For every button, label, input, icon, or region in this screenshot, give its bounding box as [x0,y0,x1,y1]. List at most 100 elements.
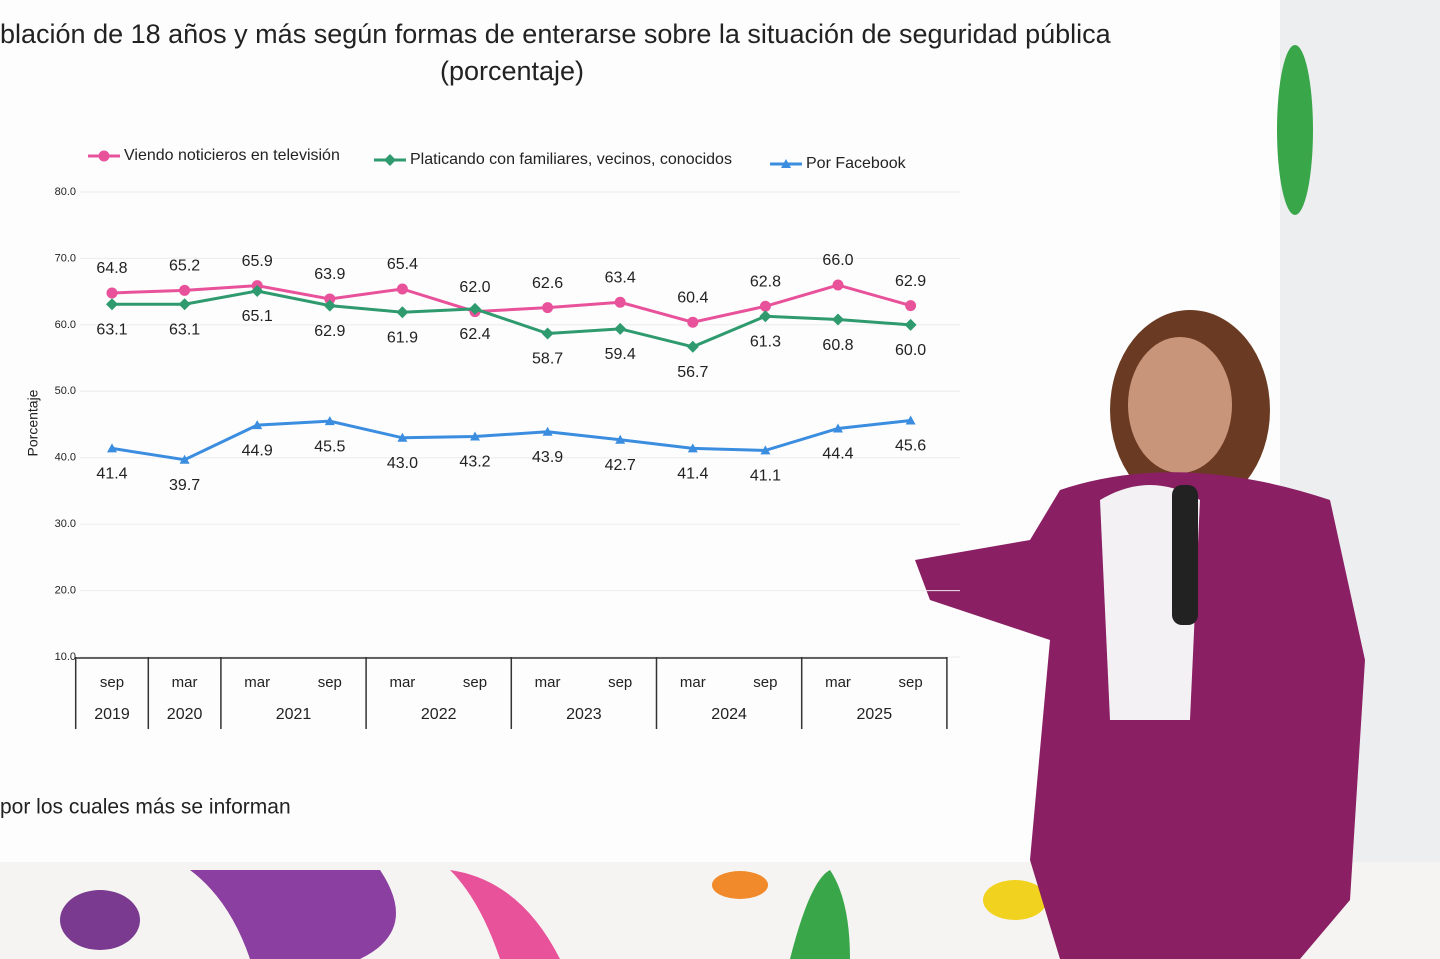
point [542,426,553,436]
presenter-face [1128,337,1232,473]
point [323,299,336,312]
data-label: 56.7 [677,364,708,381]
point [832,279,844,291]
point [614,322,627,335]
data-label: 41.4 [677,466,708,483]
point [252,420,263,430]
point [760,445,771,455]
series-line [111,419,911,462]
footnote: por los cuales más se informan [0,796,291,819]
data-label: 65.4 [387,256,418,273]
data-label: 60.8 [822,337,853,354]
data-label: 65.1 [242,308,273,325]
point [396,283,408,295]
y-tick-label: 10.0 [55,651,76,663]
data-label: 61.9 [387,329,418,346]
chart-subtitle: (porcentaje) [440,56,584,86]
data-label: 62.8 [750,273,781,290]
point [905,300,917,312]
decor-shape [190,870,396,959]
data-label: 62.6 [532,275,563,292]
y-tick-label: 20.0 [55,584,76,596]
point [687,443,698,453]
x-tick-label: sep [899,674,923,691]
x-group-label: 2020 [167,706,203,723]
data-label: 44.4 [822,446,853,463]
x-tick-label: sep [100,674,124,691]
data-label: 41.1 [750,468,781,485]
point [397,432,408,442]
point [396,306,409,319]
point [178,298,191,311]
point [781,159,791,168]
point [541,327,554,340]
data-label: 61.3 [750,333,781,350]
data-label: 63.1 [169,321,200,338]
point [905,415,916,425]
series-line [112,289,911,349]
y-tick-label: 30.0 [55,518,76,530]
data-label: 60.4 [677,289,708,306]
point [179,284,191,296]
point [179,454,190,464]
x-group-label: 2024 [711,706,747,723]
chart-title: blación de 18 años y más según formas de… [0,19,1112,49]
data-label: 66.0 [822,252,853,269]
point [107,443,117,453]
data-label: 63.9 [314,266,345,283]
point [106,287,118,299]
x-tick-label: mar [825,674,851,691]
y-tick-label: 70.0 [55,252,76,264]
microphone [1172,485,1198,625]
data-label: 62.4 [459,326,490,343]
legend-label: Viendo noticieros en televisión [124,147,340,164]
x-group-label: 2019 [94,706,130,723]
x-tick-label: mar [389,674,415,691]
data-label: 41.4 [96,466,127,483]
data-label: 63.1 [96,321,127,338]
data-label: 58.7 [532,351,563,368]
legend-label: Por Facebook [806,155,907,172]
point [324,416,335,426]
data-label: 43.0 [387,455,418,472]
data-label: 62.0 [459,279,490,296]
data-label: 39.7 [169,477,200,494]
x-group-label: 2021 [276,706,312,723]
decor-leaf [790,870,850,959]
data-label: 65.9 [242,253,273,270]
x-tick-label: mar [244,674,270,691]
decor-flower [712,871,768,899]
data-label: 43.9 [532,449,563,466]
x-group-label: 2023 [566,706,602,723]
x-tick-label: mar [172,674,198,691]
point [759,300,771,312]
data-label: 45.5 [314,438,345,455]
data-label: 44.9 [242,442,273,459]
decor-flower [983,880,1047,920]
x-tick-label: sep [463,674,487,691]
point [470,431,480,441]
point [98,150,110,162]
data-label: 43.2 [459,454,490,471]
x-tick-label: sep [318,674,342,691]
y-axis-label: Porcentaje [25,389,41,456]
data-label: 45.6 [895,438,926,455]
point [687,316,699,328]
point [106,298,118,311]
x-group-label: 2022 [421,706,457,723]
point [759,310,772,323]
x-tick-label: mar [535,674,561,691]
point [324,293,336,305]
data-label: 59.4 [605,346,636,363]
y-tick-label: 40.0 [55,452,76,464]
point [384,154,396,166]
decor-leaf [1277,45,1313,215]
data-label: 42.7 [605,457,636,474]
data-label: 65.2 [169,258,200,275]
x-tick-label: mar [680,674,706,691]
data-label: 62.9 [314,323,345,340]
data-label: 64.8 [96,260,127,277]
data-label: 60.0 [895,342,926,359]
